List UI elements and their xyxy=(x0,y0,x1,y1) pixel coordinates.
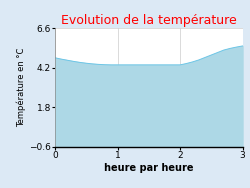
X-axis label: heure par heure: heure par heure xyxy=(104,163,194,173)
Y-axis label: Température en °C: Température en °C xyxy=(17,48,26,127)
Title: Evolution de la température: Evolution de la température xyxy=(61,14,236,27)
